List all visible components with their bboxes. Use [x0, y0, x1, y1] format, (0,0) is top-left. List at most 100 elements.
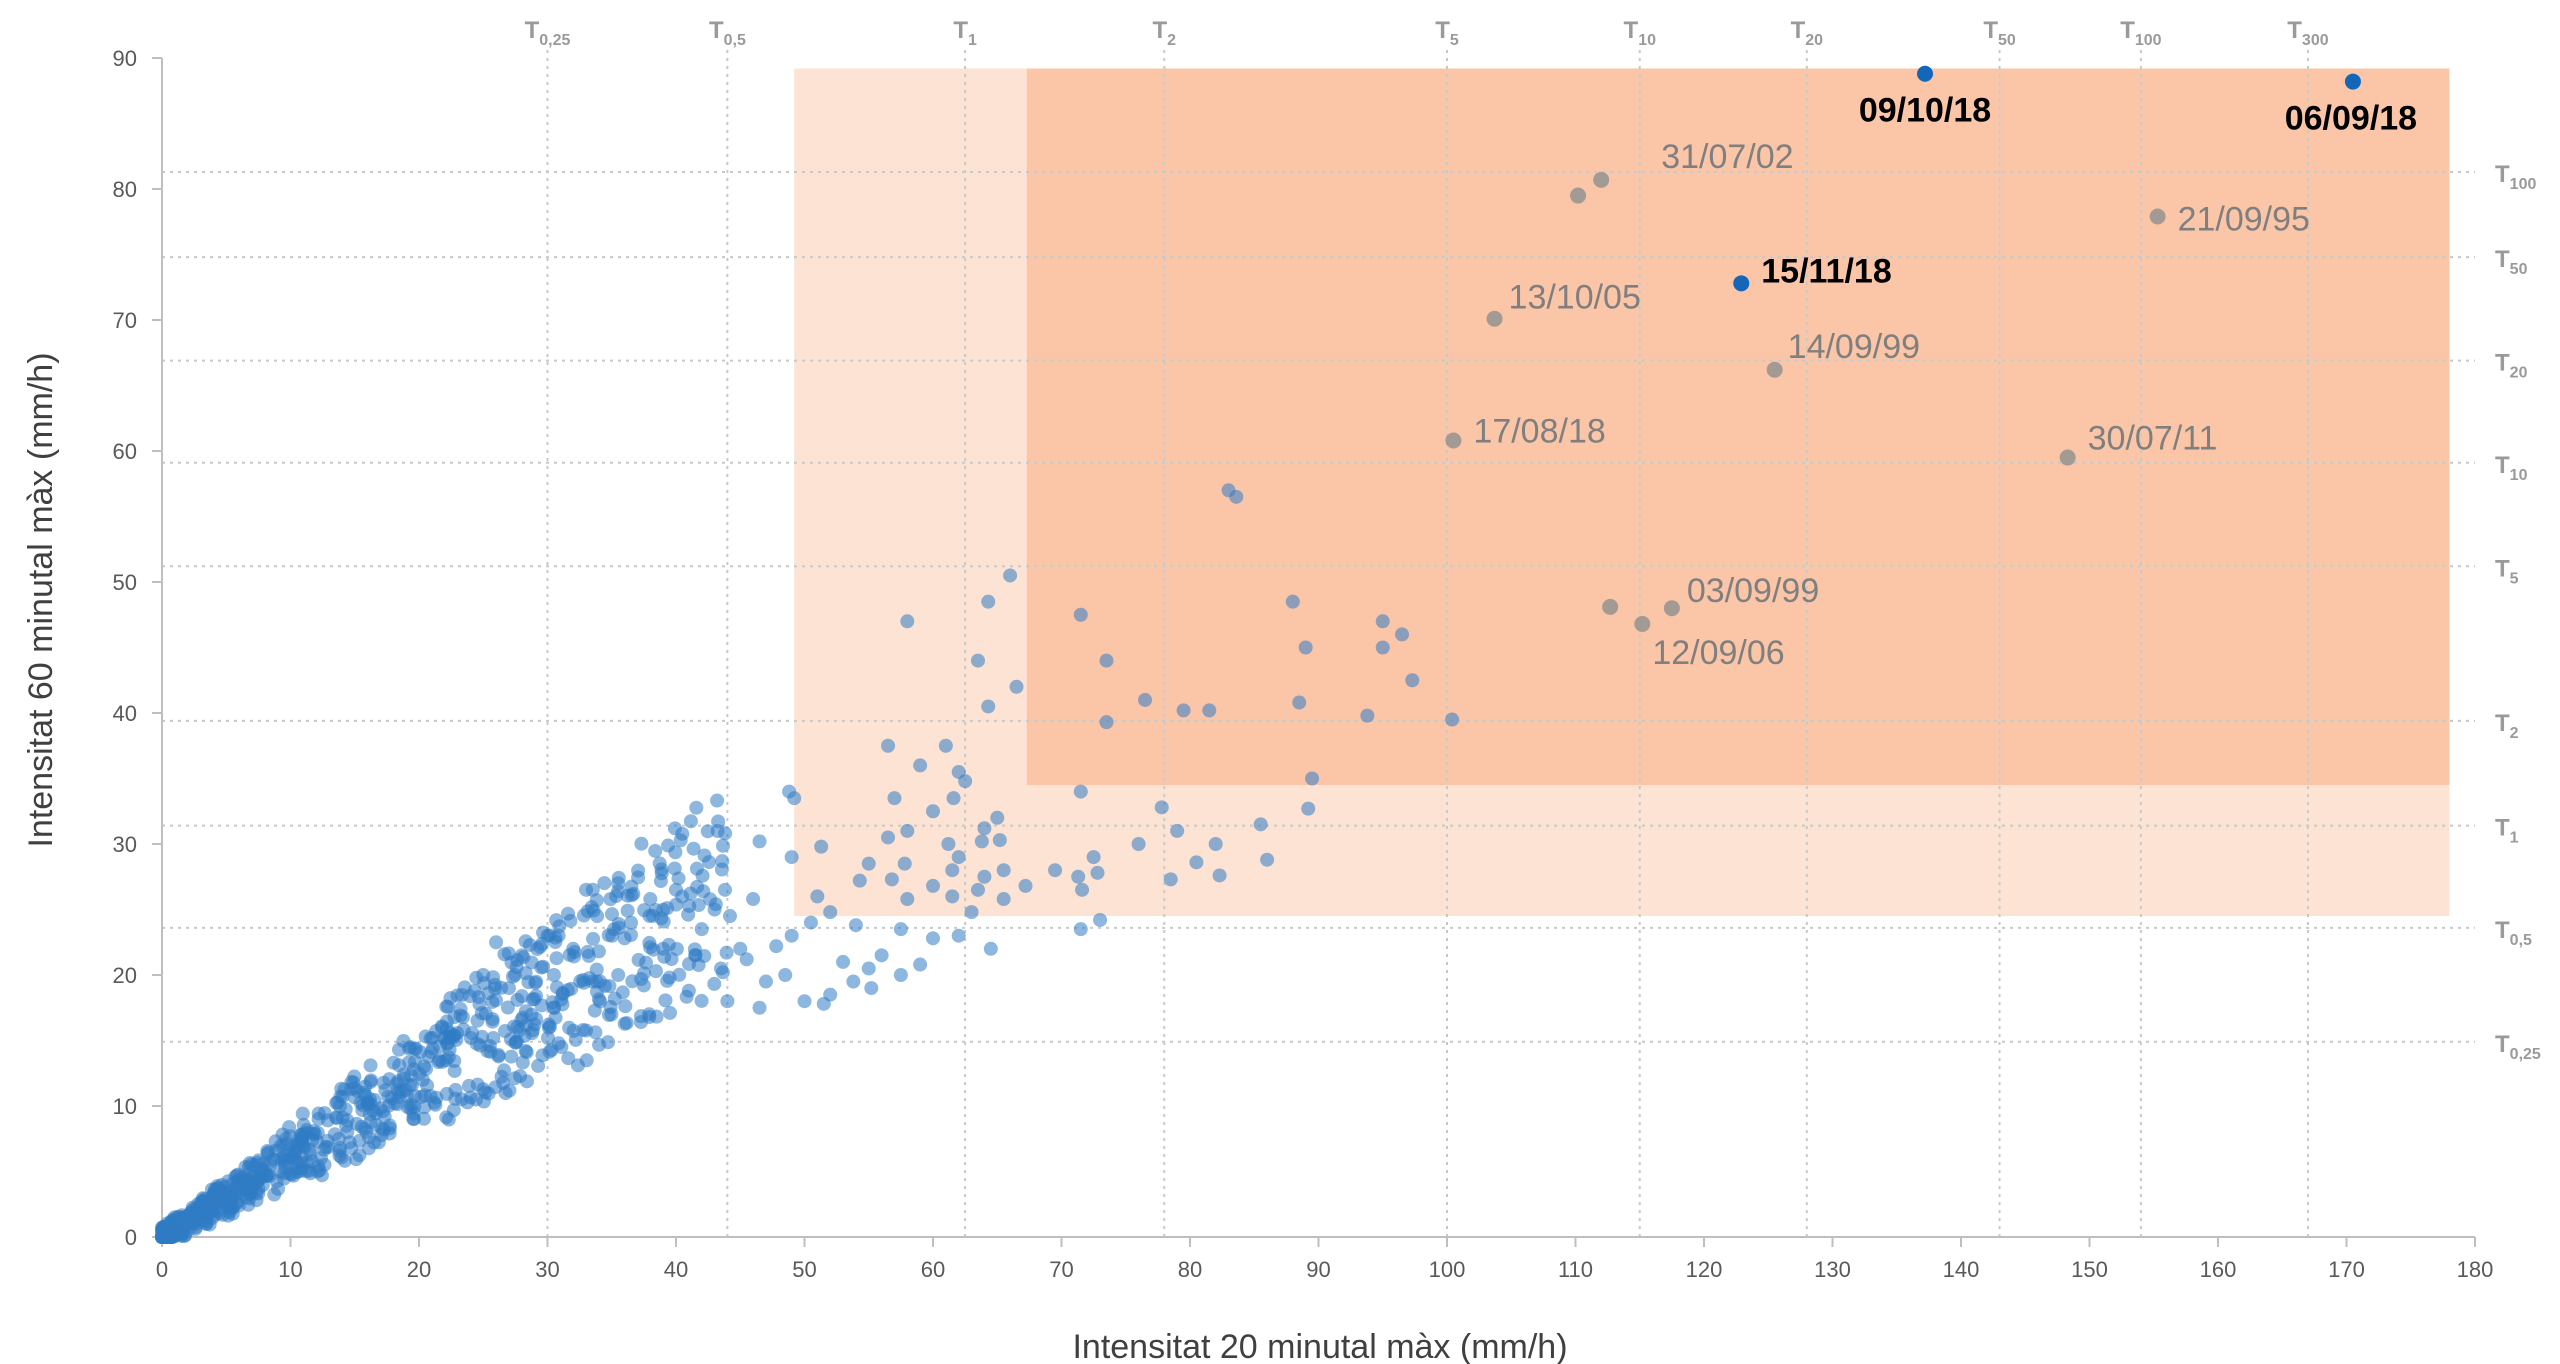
rp-top-label-0,5: T0,5 [709, 17, 746, 49]
x-tick-label: 100 [1429, 1257, 1466, 1282]
data-point [282, 1120, 297, 1135]
data-point [707, 976, 722, 991]
data-point [874, 948, 889, 963]
data-point [294, 1150, 309, 1165]
data-point [823, 905, 838, 920]
data-point [1099, 653, 1114, 668]
data-point [392, 1058, 407, 1073]
data-point [514, 948, 529, 963]
data-point [222, 1200, 237, 1215]
data-point [683, 886, 698, 901]
data-points [155, 65, 2361, 1244]
rp-right-label-10: T10 [2495, 452, 2528, 484]
data-point [787, 791, 802, 806]
data-point [653, 874, 668, 889]
data-point [295, 1106, 310, 1121]
x-tick-label: 40 [664, 1257, 688, 1282]
data-point [1099, 715, 1114, 730]
data-point [617, 931, 632, 946]
data-point [335, 1089, 350, 1104]
event-point [1445, 432, 1462, 449]
data-point [446, 1103, 461, 1118]
data-point [715, 854, 730, 869]
data-point [656, 914, 671, 929]
data-point [900, 892, 915, 907]
data-point [508, 1035, 523, 1050]
rp-right-label-1: T1 [2495, 815, 2519, 847]
data-point [1048, 863, 1063, 878]
data-point [662, 1005, 677, 1020]
data-point [669, 882, 683, 897]
y-tick-label: 30 [113, 832, 137, 857]
data-point [347, 1069, 362, 1084]
data-point [1445, 712, 1460, 727]
data-point [715, 838, 730, 853]
rp-top-label-5: T5 [1435, 17, 1459, 49]
data-point [1163, 872, 1178, 887]
data-point [758, 974, 773, 989]
data-point [884, 872, 899, 887]
y-tick-label: 40 [113, 701, 137, 726]
data-point [329, 1111, 344, 1126]
data-point [1086, 850, 1101, 865]
data-point [1212, 868, 1227, 883]
data-point [518, 1043, 533, 1058]
data-point [230, 1184, 245, 1199]
y-tick-label: 90 [113, 46, 137, 71]
data-point [810, 889, 825, 904]
point-label: 21/09/95 [2178, 201, 2310, 239]
data-point [642, 908, 657, 923]
data-point [251, 1153, 266, 1168]
data-point [277, 1166, 292, 1181]
data-point [337, 1153, 352, 1168]
data-point [951, 928, 966, 943]
rp-right-label-0,5: T0,5 [2495, 917, 2532, 949]
data-point [720, 994, 735, 1009]
data-point [983, 941, 998, 956]
data-point [638, 955, 653, 970]
data-point [509, 960, 524, 975]
event-point [1570, 187, 1587, 204]
data-point [447, 1010, 462, 1025]
data-point [900, 823, 915, 838]
data-point [1170, 823, 1185, 838]
data-point [512, 1023, 527, 1038]
point-label: 15/11/18 [1761, 252, 1891, 290]
point-label: 09/10/18 [1859, 92, 1991, 130]
data-point [352, 1148, 367, 1163]
x-tick-label: 90 [1306, 1257, 1330, 1282]
data-point [563, 913, 578, 928]
data-point [155, 1230, 169, 1244]
data-point [1260, 852, 1275, 867]
event-point [1602, 598, 1619, 615]
event-point [1634, 615, 1651, 632]
data-point [592, 1037, 607, 1052]
data-point [926, 878, 940, 893]
data-point [683, 814, 698, 829]
data-point [619, 1015, 634, 1030]
data-point [597, 978, 612, 993]
data-point [1375, 614, 1390, 629]
data-point [311, 1112, 326, 1127]
data-point [707, 902, 722, 917]
data-point [681, 983, 696, 998]
data-point [697, 848, 712, 863]
data-point [1154, 800, 1169, 815]
data-point [340, 1125, 355, 1140]
data-point [648, 964, 663, 979]
data-point [1093, 912, 1108, 927]
x-tick-label: 150 [2071, 1257, 2108, 1282]
x-tick-label: 50 [792, 1257, 816, 1282]
event-point [2149, 208, 2166, 225]
data-point [836, 954, 851, 969]
data-point [461, 1078, 476, 1093]
data-point [549, 913, 564, 928]
data-point [981, 699, 996, 714]
data-point [611, 968, 626, 982]
rp-top-label-20: T20 [1791, 17, 1824, 49]
x-tick-label: 30 [535, 1257, 559, 1282]
data-point [1298, 640, 1313, 655]
point-label: 12/09/06 [1652, 634, 1784, 672]
data-point [846, 974, 861, 989]
